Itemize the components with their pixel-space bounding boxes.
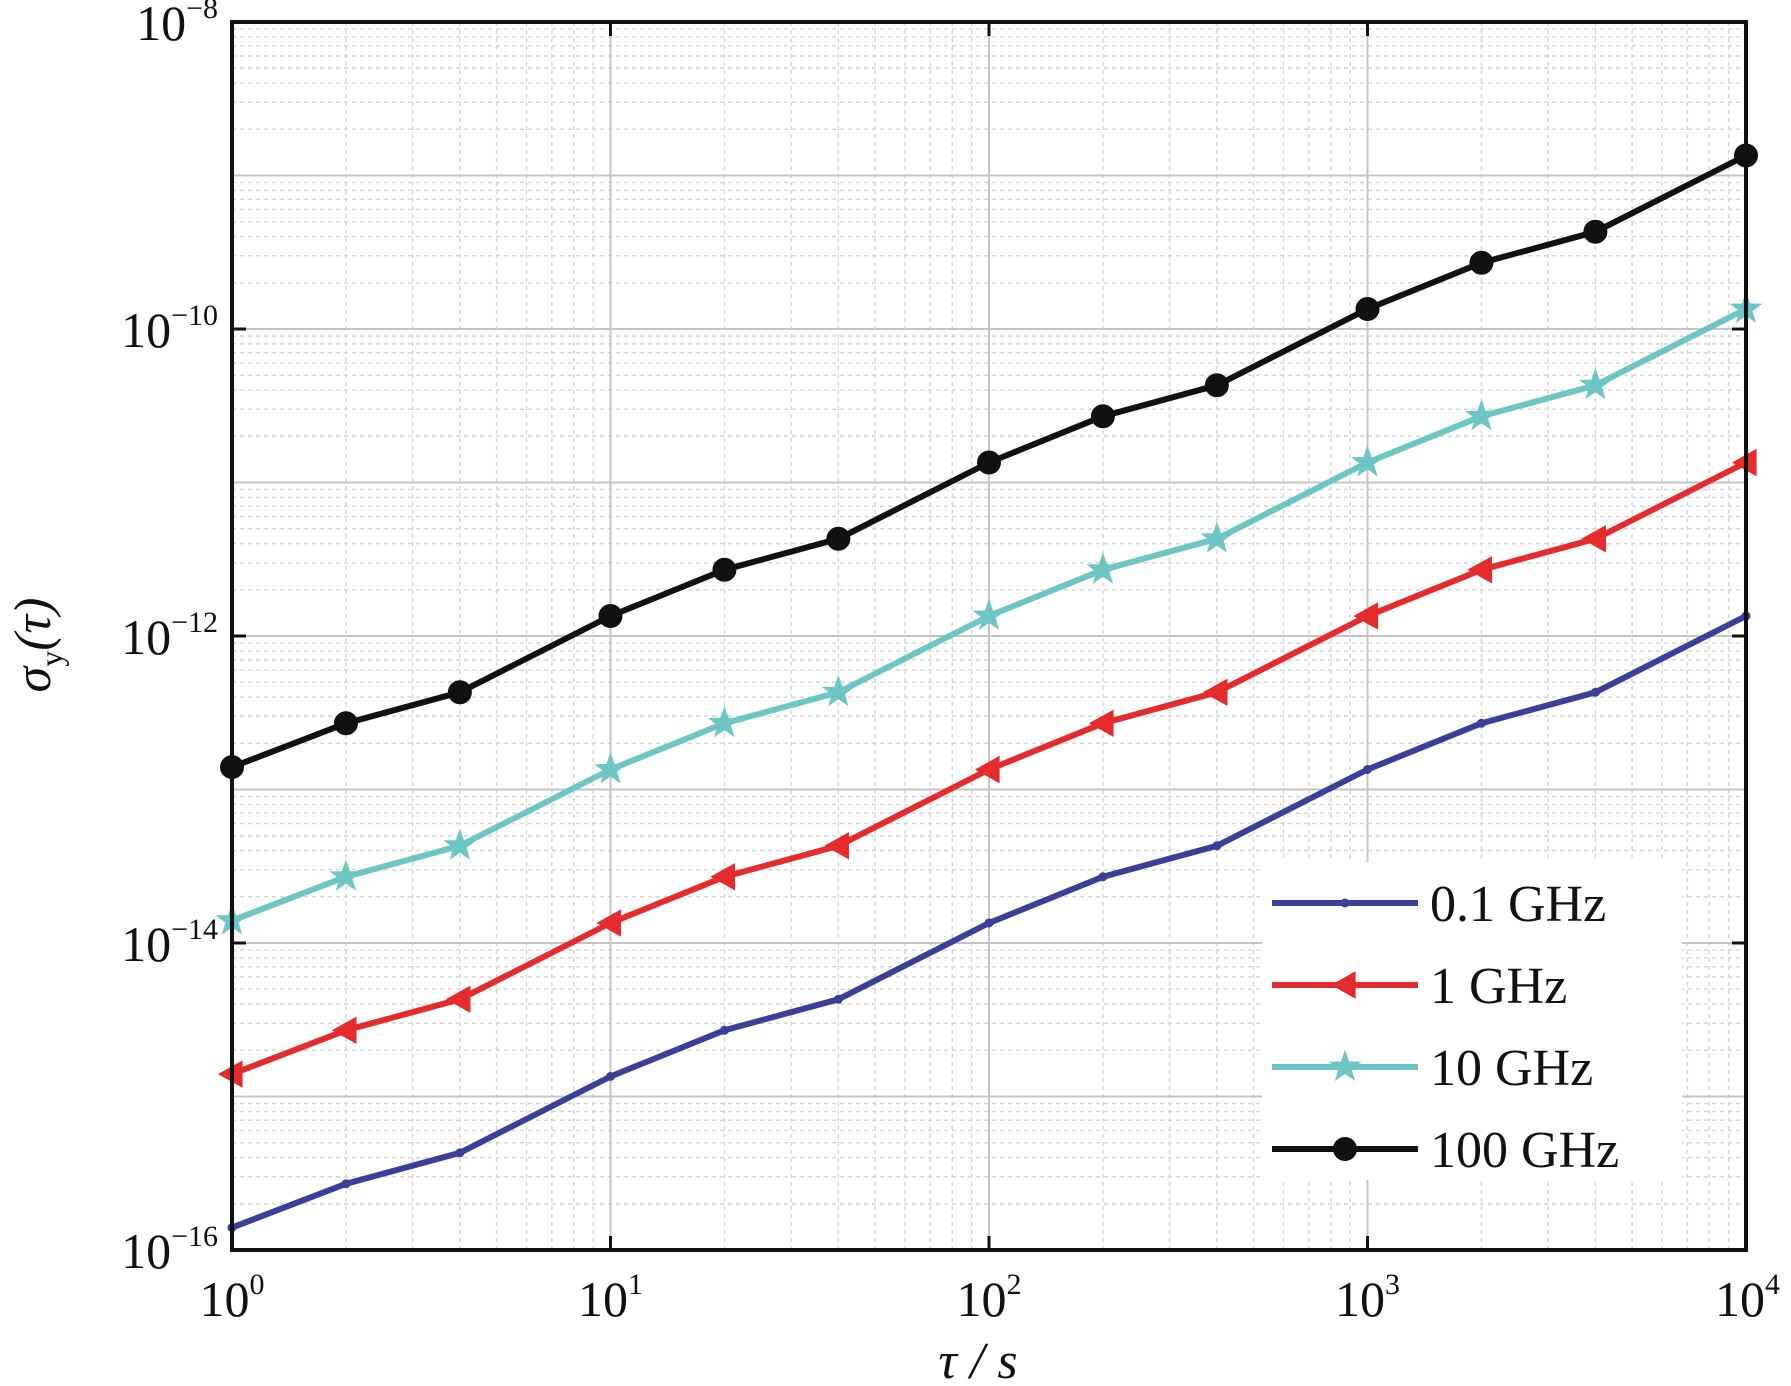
data-point <box>1467 556 1493 584</box>
data-point <box>443 828 477 860</box>
x-tick-base: 10 <box>578 1271 628 1327</box>
x-tick-base: 10 <box>957 1271 1007 1327</box>
y-tick-exponent: −10 <box>171 299 218 332</box>
y-tick-base: 10 <box>121 302 171 358</box>
data-point <box>1353 602 1379 630</box>
legend-label: 1 GHz <box>1430 958 1567 1015</box>
data-point <box>594 752 627 784</box>
legend-item: 0.1 GHz <box>1272 876 1606 933</box>
y-axis-label-arg: (τ) <box>5 598 62 651</box>
data-point <box>972 598 1006 630</box>
y-tick-label: 10−16 <box>121 1220 218 1279</box>
data-point <box>447 680 472 705</box>
x-tick-base: 10 <box>1335 1271 1385 1327</box>
x-tick-base: 10 <box>200 1271 250 1327</box>
data-point <box>1363 764 1372 774</box>
x-tick-labels: 100 101 102 103 104 <box>200 1268 1781 1327</box>
data-point <box>824 832 849 860</box>
data-point <box>1476 718 1486 728</box>
y-tick-base: 10 <box>136 0 186 51</box>
data-point <box>1202 678 1228 706</box>
y-tick-label: 10−10 <box>121 299 218 358</box>
x-tick-label: 101 <box>578 1268 643 1327</box>
data-point <box>719 1025 729 1035</box>
legend-item: 100 GHz <box>1272 1122 1619 1179</box>
legend-swatch-marker <box>1330 971 1356 999</box>
data-point <box>821 675 855 707</box>
legend-item: 10 GHz <box>1272 1040 1593 1097</box>
x-tick-label: 100 <box>200 1268 265 1327</box>
data-point <box>598 603 623 628</box>
data-point <box>710 863 736 891</box>
data-point <box>1212 841 1222 851</box>
data-point <box>606 1071 615 1081</box>
y-tick-label: 10−8 <box>136 0 218 51</box>
y-axis-label: σy(τ) <box>5 598 69 693</box>
data-point <box>1088 709 1114 737</box>
y-tick-label: 10−14 <box>121 913 218 972</box>
x-tick-label: 104 <box>1715 1268 1780 1327</box>
data-point <box>833 994 843 1004</box>
legend-item: 1 GHz <box>1272 958 1567 1015</box>
y-tick-exponent: −14 <box>171 913 218 946</box>
data-point <box>1583 219 1608 244</box>
y-axis-label-sub: y <box>33 651 69 667</box>
legend-swatch-marker <box>1340 898 1350 908</box>
x-tick-label: 102 <box>957 1268 1022 1327</box>
data-point <box>1351 445 1384 477</box>
legend-label: 100 GHz <box>1430 1122 1619 1179</box>
data-point <box>826 526 851 551</box>
data-point <box>1098 872 1108 882</box>
data-point <box>1469 250 1494 275</box>
data-point <box>596 909 622 937</box>
legend-box <box>1262 862 1682 1180</box>
x-tick-exponent: 2 <box>1007 1268 1022 1301</box>
data-point <box>1581 525 1606 553</box>
x-tick-exponent: 3 <box>1385 1268 1400 1301</box>
y-tick-base: 10 <box>121 916 171 972</box>
data-point <box>331 1016 357 1044</box>
data-point <box>1086 552 1120 584</box>
data-point <box>1465 399 1498 431</box>
data-point <box>1090 404 1115 429</box>
y-axis-label-sigma: σ <box>5 664 62 692</box>
data-point <box>708 706 741 738</box>
data-point <box>712 557 737 582</box>
x-tick-base: 10 <box>1715 1271 1765 1327</box>
y-tick-base: 10 <box>121 1223 171 1279</box>
x-tick-exponent: 4 <box>1765 1268 1780 1301</box>
series-1 <box>227 611 1751 1233</box>
x-tick-label: 103 <box>1335 1268 1400 1327</box>
data-point <box>455 1148 465 1158</box>
data-point <box>1590 687 1600 697</box>
data-point <box>329 859 363 891</box>
legend-swatch-marker <box>1333 1137 1357 1161</box>
data-point <box>1355 296 1380 321</box>
legend: 0.1 GHz 1 GHz 10 GHz 100 GHz <box>1262 862 1682 1180</box>
x-tick-exponent: 1 <box>628 1268 643 1301</box>
data-point <box>1200 521 1234 553</box>
y-tick-exponent: −16 <box>171 1220 218 1253</box>
x-tick-exponent: 0 <box>250 1268 265 1301</box>
y-tick-label: 10−12 <box>121 606 218 665</box>
data-point <box>1578 368 1612 400</box>
data-point <box>984 918 994 928</box>
data-point <box>974 755 1000 784</box>
legend-label: 10 GHz <box>1430 1040 1593 1097</box>
legend-swatch-marker <box>1328 1049 1362 1081</box>
legend-label: 0.1 GHz <box>1430 876 1606 933</box>
data-point <box>341 1179 351 1189</box>
y-tick-exponent: −12 <box>171 606 218 639</box>
y-tick-base: 10 <box>121 609 171 665</box>
tick-marks <box>230 20 1748 1252</box>
y-tick-exponent: −8 <box>186 0 218 25</box>
data-point <box>445 985 471 1013</box>
x-axis-label: τ / s <box>938 1333 1017 1386</box>
data-point <box>1204 373 1229 398</box>
data-point <box>333 711 358 736</box>
data-point <box>977 450 1001 475</box>
